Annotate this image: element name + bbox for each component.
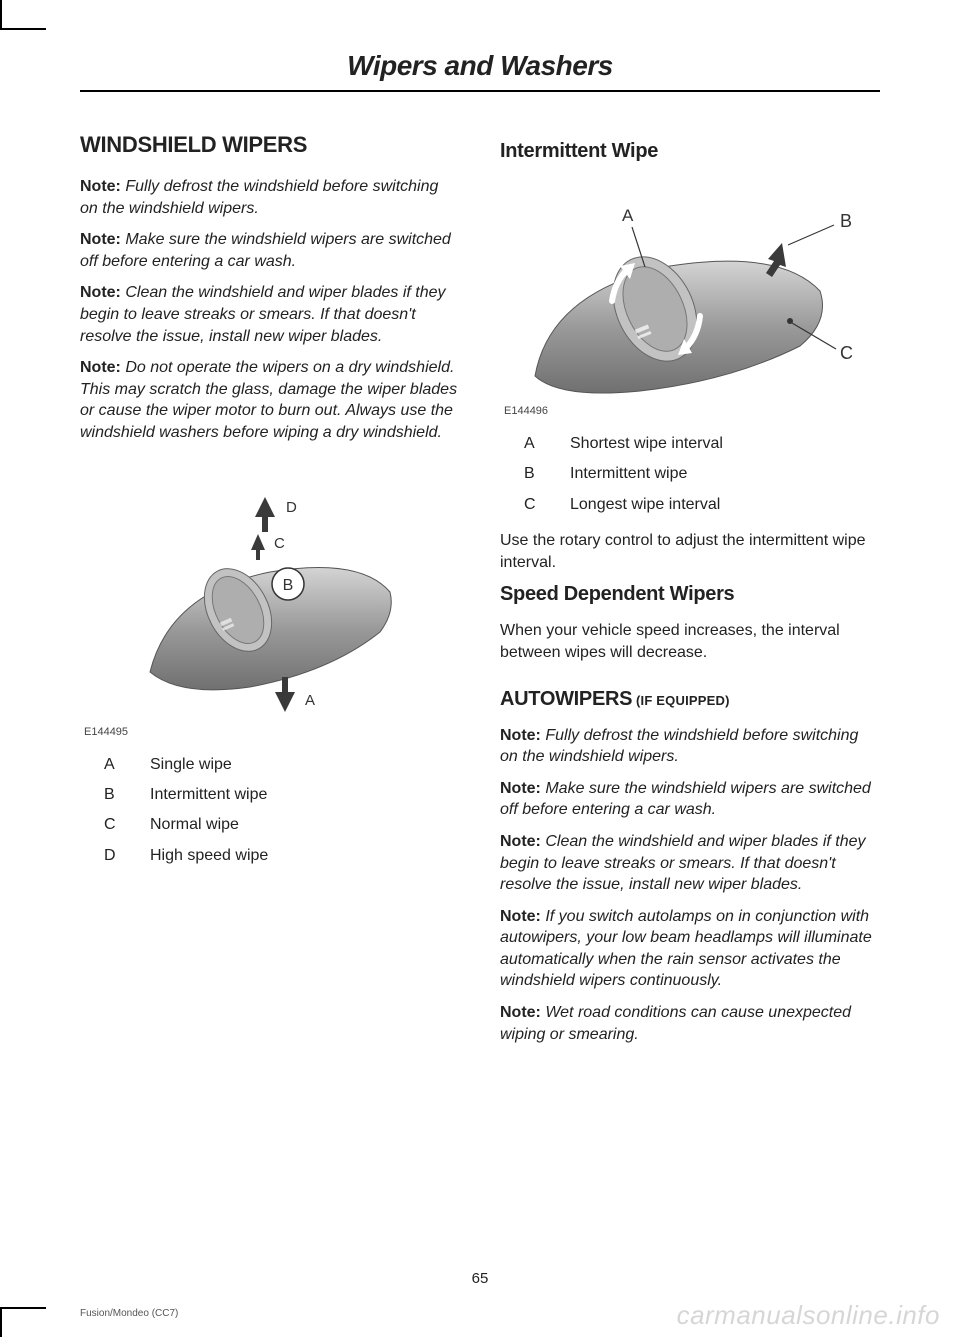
header-rule [80, 90, 880, 92]
note-text: If you switch autolamps on in conjunctio… [500, 908, 872, 990]
note-label: Note: [500, 833, 541, 850]
heading-speed-dependent: Speed Dependent Wipers [500, 583, 880, 606]
definition-list-right: A Shortest wipe interval B Intermittent … [500, 429, 880, 520]
fig-label-C: C [840, 343, 853, 363]
note-1: Note: Fully defrost the windshield befor… [80, 176, 460, 219]
note-text: Do not operate the wipers on a dry winds… [80, 359, 457, 441]
note-text: Clean the windshield and wiper blades if… [500, 833, 866, 893]
if-equipped-suffix: (IF EQUIPPED) [632, 693, 729, 708]
note-text: Make sure the windshield wipers are swit… [500, 780, 871, 819]
note-label: Note: [80, 178, 121, 195]
def-text: Single wipe [150, 750, 232, 780]
note-4: Note: Do not operate the wipers on a dry… [80, 357, 460, 443]
right-column: Intermittent Wipe [500, 132, 880, 1055]
left-column: WINDSHIELD WIPERS Note: Fully defrost th… [80, 132, 460, 1055]
def-text: Normal wipe [150, 810, 239, 840]
def-row: B Intermittent wipe [104, 780, 460, 810]
def-row: C Longest wipe interval [524, 490, 880, 520]
def-letter: A [524, 429, 542, 459]
def-letter: C [104, 810, 122, 840]
note-text: Clean the windshield and wiper blades if… [80, 284, 446, 344]
heading-intermittent-wipe: Intermittent Wipe [500, 140, 880, 163]
figure-code-left: E144495 [80, 726, 460, 738]
note-label: Note: [80, 359, 121, 376]
figure-wiper-stalk-left: B D C A [80, 462, 460, 722]
note-text: Make sure the windshield wipers are swit… [80, 231, 451, 270]
note-3: Note: Clean the windshield and wiper bla… [80, 282, 460, 347]
note-label: Note: [80, 231, 121, 248]
def-row: D High speed wipe [104, 841, 460, 871]
heading-windshield-wipers: WINDSHIELD WIPERS [80, 132, 460, 158]
fig-label-C: C [274, 535, 285, 552]
def-row: A Shortest wipe interval [524, 429, 880, 459]
note-label: Note: [80, 284, 121, 301]
fig-label-A: A [622, 206, 634, 225]
note-r4: Note: If you switch autolamps on in conj… [500, 906, 880, 992]
def-letter: A [104, 750, 122, 780]
note-label: Note: [500, 1004, 541, 1021]
fig-label-B: B [283, 577, 294, 594]
def-row: B Intermittent wipe [524, 459, 880, 489]
note-r2: Note: Make sure the windshield wipers ar… [500, 778, 880, 821]
def-text: Longest wipe interval [570, 490, 720, 520]
fig-label-B: B [840, 211, 852, 231]
fig-label-A: A [305, 692, 315, 709]
note-r3: Note: Clean the windshield and wiper bla… [500, 831, 880, 896]
def-letter: B [524, 459, 542, 489]
note-text: Fully defrost the windshield before swit… [80, 178, 438, 217]
page-number: 65 [0, 1270, 960, 1287]
figure-code-right: E144496 [500, 405, 880, 417]
watermark: carmanualsonline.info [677, 1300, 940, 1331]
two-column-layout: WINDSHIELD WIPERS Note: Fully defrost th… [80, 132, 880, 1055]
def-letter: B [104, 780, 122, 810]
definition-list-left: A Single wipe B Intermittent wipe C Norm… [80, 750, 460, 872]
page-title: Wipers and Washers [80, 50, 880, 82]
note-label: Note: [500, 727, 541, 744]
fig-label-D: D [286, 499, 297, 516]
def-letter: D [104, 841, 122, 871]
def-text: Shortest wipe interval [570, 429, 723, 459]
heading-autowipers-text: AUTOWIPERS [500, 688, 632, 710]
body-text-speed: When your vehicle speed increases, the i… [500, 620, 880, 663]
def-letter: C [524, 490, 542, 520]
note-r5: Note: Wet road conditions can cause unex… [500, 1002, 880, 1045]
body-text-rotary: Use the rotary control to adjust the int… [500, 530, 880, 573]
note-text: Fully defrost the windshield before swit… [500, 727, 858, 766]
note-label: Note: [500, 780, 541, 797]
def-text: Intermittent wipe [150, 780, 267, 810]
note-label: Note: [500, 908, 541, 925]
note-2: Note: Make sure the windshield wipers ar… [80, 229, 460, 272]
def-row: C Normal wipe [104, 810, 460, 840]
page-container: Wipers and Washers WINDSHIELD WIPERS Not… [0, 0, 960, 1337]
heading-autowipers: AUTOWIPERS (IF EQUIPPED) [500, 688, 880, 711]
def-row: A Single wipe [104, 750, 460, 780]
def-text: Intermittent wipe [570, 459, 687, 489]
note-text: Wet road conditions can cause unexpected… [500, 1004, 851, 1043]
note-r1: Note: Fully defrost the windshield befor… [500, 725, 880, 768]
def-text: High speed wipe [150, 841, 268, 871]
footer-model: Fusion/Mondeo (CC7) [80, 1308, 178, 1319]
figure-wiper-stalk-right: A B C [500, 181, 880, 401]
